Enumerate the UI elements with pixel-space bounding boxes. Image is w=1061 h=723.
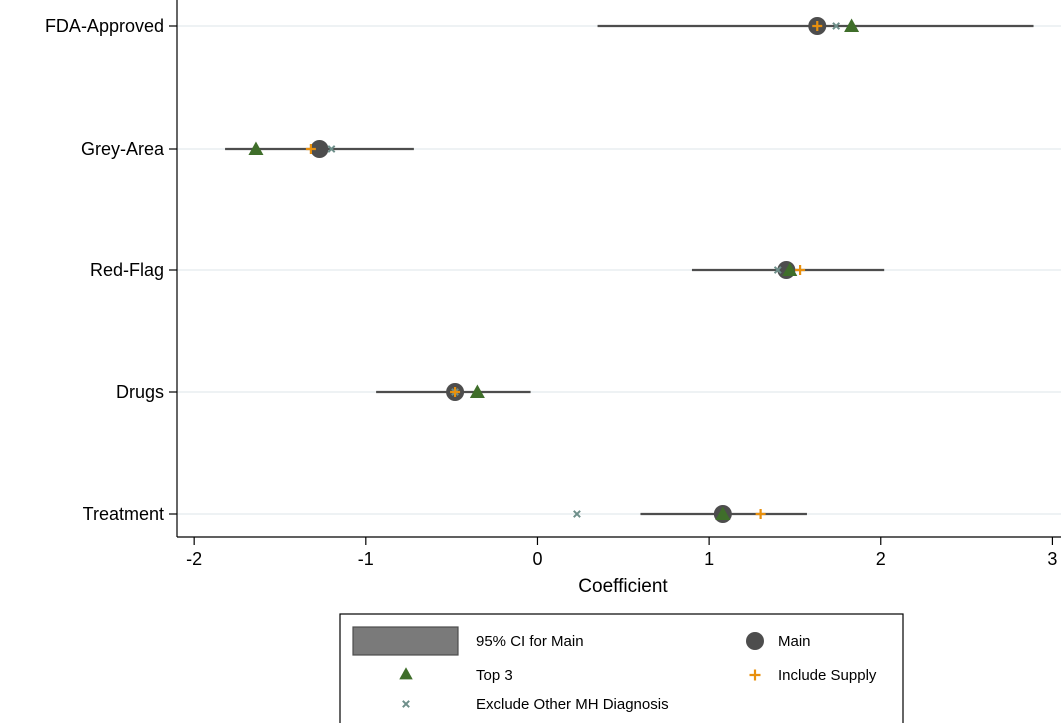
marker-plus (450, 387, 461, 397)
legend-label: Include Supply (778, 667, 877, 684)
marker-triangle (715, 506, 731, 520)
marker-circle (310, 140, 329, 158)
marker-plus (812, 21, 823, 31)
marker-plus (305, 144, 316, 154)
marker-x (327, 145, 336, 153)
marker-triangle (844, 18, 860, 32)
y-tick-label: Drugs (116, 382, 164, 402)
x-tick-label: -2 (186, 549, 202, 569)
x-tick-label: 1 (704, 549, 714, 569)
marker-x (832, 22, 841, 30)
legend-key-circle (746, 632, 764, 650)
legend-label: Exclude Other MH Diagnosis (476, 696, 669, 713)
marker-plus (795, 265, 806, 275)
marker-triangle (469, 384, 485, 398)
legend-key-triangle (399, 667, 413, 680)
x-axis-title: Coefficient (578, 576, 668, 597)
x-tick-label: -1 (358, 549, 374, 569)
grid-lines (177, 25, 1061, 515)
legend-label: 95% CI for Main (476, 633, 584, 650)
legend-key-plus (749, 669, 761, 681)
legend-label: Top 3 (476, 667, 513, 684)
marker-triangle (782, 262, 798, 276)
marker-triangle (248, 141, 264, 155)
y-tick-label: Red-Flag (90, 260, 164, 280)
marker-x (773, 266, 782, 274)
marker-x (573, 510, 581, 518)
y-tick-label: Grey-Area (81, 139, 165, 159)
legend-key-ci (352, 626, 459, 656)
y-tick-label: Treatment (83, 504, 164, 524)
data-markers (248, 17, 860, 523)
x-tick-label: 3 (1047, 549, 1057, 569)
legend: 95% CI for Main Main Top 3 Include Supply Ex… (339, 613, 904, 723)
marker-plus (755, 509, 766, 519)
axes: FDA-Approved Grey-Area Red-Flag Drugs Treatm… (45, 0, 1061, 569)
y-tick-label: FDA-Approved (45, 16, 164, 36)
legend-label: Main (778, 633, 811, 650)
x-tick-label: 2 (876, 549, 886, 569)
legend-key-x (402, 700, 410, 708)
x-tick-label: 0 (532, 549, 542, 569)
